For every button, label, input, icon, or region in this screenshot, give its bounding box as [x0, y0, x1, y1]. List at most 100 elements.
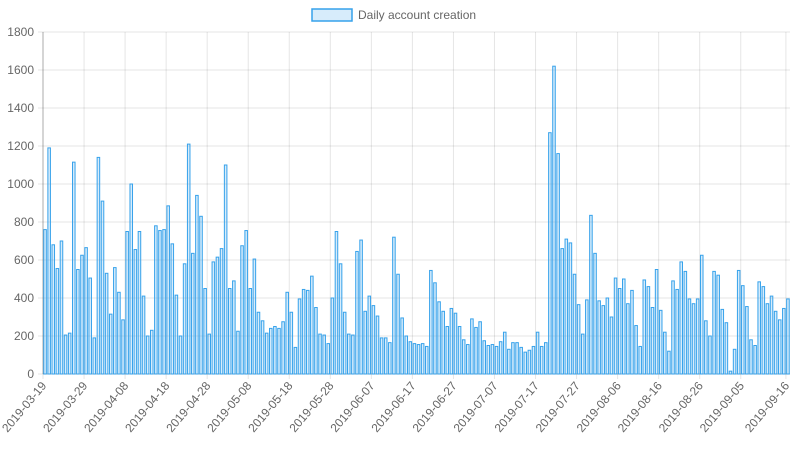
- bar: [773, 310, 778, 375]
- bar: [486, 345, 491, 375]
- bar: [716, 274, 720, 375]
- bar: [117, 291, 121, 375]
- bar: [519, 346, 523, 375]
- bar: [445, 326, 450, 375]
- bar: [667, 350, 671, 375]
- bar: [617, 288, 622, 375]
- legend-swatch[interactable]: [311, 8, 353, 22]
- bar: [178, 335, 183, 375]
- bar: [154, 225, 158, 375]
- y-tick-label: 600: [14, 253, 34, 267]
- bar: [215, 256, 220, 375]
- bar: [113, 267, 117, 375]
- bar: [285, 291, 289, 375]
- bar: [125, 231, 129, 375]
- bar: [650, 307, 655, 375]
- bar: [749, 339, 753, 375]
- legend-label[interactable]: Daily account creation: [358, 8, 476, 22]
- bar: [137, 231, 142, 375]
- bar: [613, 277, 618, 375]
- bar: [412, 343, 417, 375]
- bar: [342, 311, 347, 375]
- bar: [133, 249, 138, 375]
- bar: [232, 280, 236, 375]
- bar: [100, 200, 105, 375]
- bar: [753, 345, 757, 375]
- y-tick-label: 1400: [7, 101, 34, 115]
- chart-gridlines: [38, 31, 790, 379]
- bar: [318, 333, 322, 375]
- bar: [683, 270, 688, 375]
- bar: [55, 268, 60, 375]
- bar: [301, 288, 306, 375]
- bar: [273, 326, 277, 375]
- bar: [704, 320, 708, 375]
- bar: [531, 345, 536, 375]
- bar: [310, 275, 314, 375]
- bar: [642, 279, 647, 375]
- bar: [515, 342, 519, 375]
- bar: [244, 230, 248, 375]
- bar: [580, 333, 585, 375]
- bar: [461, 339, 466, 375]
- bar: [420, 343, 425, 375]
- bar: [728, 370, 733, 375]
- bar: [396, 273, 400, 375]
- chart-legend[interactable]: Daily account creation: [311, 8, 476, 22]
- bar: [757, 281, 761, 375]
- bar: [720, 308, 725, 375]
- bar: [166, 205, 170, 375]
- y-axis-tick-labels: 0 200 400 600 800 1000 1200 1400 1600 1800: [7, 25, 34, 381]
- bar: [675, 288, 679, 375]
- bar: [494, 345, 499, 375]
- bar: [141, 295, 146, 375]
- bar: [523, 351, 528, 375]
- bar: [449, 307, 454, 375]
- bar: [638, 345, 642, 375]
- bar: [236, 330, 240, 375]
- bar: [466, 344, 470, 375]
- bar: [297, 298, 302, 375]
- bar: [338, 263, 343, 375]
- bar: [404, 335, 409, 375]
- bar: [281, 321, 285, 375]
- bar: [732, 348, 737, 375]
- bar: [654, 269, 659, 375]
- bar: [416, 344, 421, 375]
- bar: [601, 305, 606, 375]
- bar: [186, 143, 191, 375]
- chart-bars: [43, 65, 790, 375]
- bar: [474, 326, 478, 375]
- bar: [264, 332, 269, 375]
- bar: [437, 301, 441, 375]
- bar: [379, 337, 384, 375]
- bar: [539, 345, 544, 375]
- bar: [260, 320, 265, 375]
- bar: [622, 278, 626, 375]
- bar: [568, 242, 573, 375]
- bar: [724, 322, 729, 375]
- bar: [59, 240, 64, 375]
- bar: [149, 329, 154, 375]
- bar: [108, 313, 113, 375]
- bar: [145, 335, 150, 375]
- bar: [511, 342, 515, 375]
- bar: [252, 258, 257, 375]
- bar: [507, 348, 511, 375]
- bar: [765, 303, 770, 375]
- bar: [195, 194, 199, 375]
- bar: [219, 248, 224, 375]
- bar: [322, 334, 326, 375]
- bar: [544, 342, 548, 375]
- y-tick-label: 800: [14, 215, 34, 229]
- bar: [104, 272, 109, 375]
- bar: [227, 288, 232, 375]
- y-tick-label: 1200: [7, 139, 34, 153]
- bar: [745, 306, 749, 375]
- bar: [699, 254, 704, 375]
- bar: [782, 307, 786, 375]
- bar: [679, 261, 684, 375]
- bar: [457, 326, 462, 375]
- bar: [597, 300, 601, 375]
- bar: [351, 334, 355, 375]
